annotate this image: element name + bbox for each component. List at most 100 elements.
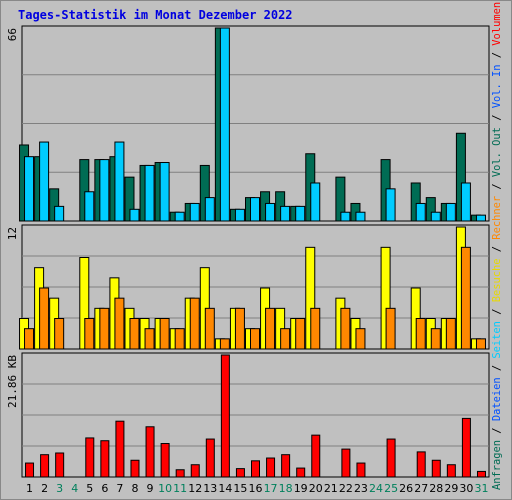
legend-entry: Volumen xyxy=(491,2,503,46)
bar-rechner-3 xyxy=(54,318,65,350)
bar-dateien-18 xyxy=(280,205,291,222)
bar-rechner-5 xyxy=(84,318,95,350)
legend-entry: Vol. Out xyxy=(491,127,503,177)
bar-rechner-1 xyxy=(24,328,35,350)
legend-entry: Rechner xyxy=(491,196,503,240)
bar-dateien-13 xyxy=(204,197,215,222)
legend-entry: / xyxy=(491,46,503,65)
bar-rechner-30 xyxy=(460,246,471,350)
legend-entry: / xyxy=(491,108,503,127)
bar-volumen-13 xyxy=(205,438,215,478)
bar-rechner-29 xyxy=(445,318,456,350)
bar-rechner-28 xyxy=(430,328,441,350)
bar-volumen-30 xyxy=(461,417,471,478)
panel-requests-max-label: 66 xyxy=(6,28,19,41)
bar-volumen-9 xyxy=(145,426,155,478)
bar-dateien-10 xyxy=(159,162,170,222)
bar-volumen-6 xyxy=(100,440,110,478)
legend-entry: Besuche xyxy=(491,258,503,302)
bar-volumen-12 xyxy=(190,464,200,478)
bar-rechner-20 xyxy=(310,307,321,350)
bar-volumen-14 xyxy=(220,354,230,478)
bar-volumen-20 xyxy=(311,434,321,478)
bar-dateien-3 xyxy=(54,205,65,222)
bar-dateien-27 xyxy=(415,202,426,222)
x-tick-label: 3 xyxy=(56,482,63,495)
bar-rechner-19 xyxy=(295,318,306,350)
bar-dateien-7 xyxy=(114,141,125,222)
bar-rechner-27 xyxy=(415,318,426,350)
bar-dateien-20 xyxy=(310,182,321,222)
bar-dateien-5 xyxy=(84,191,95,222)
bar-volumen-3 xyxy=(55,452,65,478)
chart-title: Tages-Statistik im Monat Dezember 2022 xyxy=(18,8,293,22)
bar-dateien-31 xyxy=(475,214,486,222)
x-tick-label: 21 xyxy=(324,482,338,495)
bar-dateien-28 xyxy=(430,211,441,222)
x-tick-label: 15 xyxy=(233,482,247,495)
bar-dateien-15 xyxy=(234,208,245,222)
bar-rechner-14 xyxy=(219,338,230,350)
x-tick-label: 4 xyxy=(71,482,78,495)
bar-dateien-8 xyxy=(129,208,140,222)
x-tick-label: 5 xyxy=(86,482,93,495)
x-tick-label: 6 xyxy=(101,482,108,495)
bar-rechner-31 xyxy=(475,338,486,350)
bar-volumen-7 xyxy=(115,420,125,478)
x-tick-label: 29 xyxy=(444,482,458,495)
x-tick-label: 27 xyxy=(414,482,428,495)
legend-entry: Vol. In xyxy=(491,64,503,108)
bar-dateien-17 xyxy=(265,202,276,222)
bar-volumen-28 xyxy=(431,459,441,478)
bar-volumen-22 xyxy=(341,448,351,478)
bar-dateien-30 xyxy=(460,182,471,222)
bar-dateien-19 xyxy=(295,205,306,222)
x-tick-label: 12 xyxy=(188,482,202,495)
x-tick-label: 11 xyxy=(173,482,187,495)
x-tick-label: 24 xyxy=(369,482,383,495)
bar-rechner-17 xyxy=(265,307,276,350)
legend-entry: / xyxy=(491,177,503,196)
x-tick-label: 25 xyxy=(384,482,398,495)
bar-dateien-23 xyxy=(355,211,366,222)
x-tick-label: 17 xyxy=(264,482,278,495)
bar-volumen-18 xyxy=(281,454,291,478)
bar-dateien-2 xyxy=(39,141,50,222)
x-tick-label: 10 xyxy=(158,482,172,495)
bar-volumen-10 xyxy=(160,443,170,478)
legend-entry: Dateien xyxy=(491,377,503,421)
bar-dateien-9 xyxy=(144,164,155,222)
legend-entry: / xyxy=(491,421,503,440)
x-tick-label: 7 xyxy=(116,482,123,495)
bar-rechner-18 xyxy=(280,328,291,350)
bar-rechner-10 xyxy=(159,318,170,350)
bar-volumen-29 xyxy=(446,464,456,478)
legend-entry: / xyxy=(491,302,503,321)
bar-volumen-19 xyxy=(296,467,306,478)
bar-volumen-25 xyxy=(386,438,396,478)
bar-volumen-17 xyxy=(266,457,276,478)
bar-dateien-29 xyxy=(445,202,456,222)
x-tick-label: 30 xyxy=(459,482,473,495)
x-tick-label: 9 xyxy=(147,482,154,495)
bar-rechner-16 xyxy=(250,328,260,350)
bar-rechner-8 xyxy=(129,318,140,350)
x-tick-label: 28 xyxy=(429,482,443,495)
bar-volumen-2 xyxy=(40,454,50,478)
legend-entry: Seiten xyxy=(491,321,503,359)
x-tick-label: 2 xyxy=(41,482,48,495)
bar-rechner-15 xyxy=(234,307,245,350)
legend-entry: Anfragen xyxy=(491,440,503,490)
bar-rechner-12 xyxy=(189,297,200,350)
bar-volumen-27 xyxy=(416,451,426,478)
bar-dateien-11 xyxy=(174,211,185,222)
x-tick-label: 31 xyxy=(474,482,488,495)
legend-entry: / xyxy=(491,240,503,259)
x-tick-label: 14 xyxy=(218,482,232,495)
x-tick-label: 13 xyxy=(203,482,217,495)
x-tick-label: 19 xyxy=(294,482,308,495)
x-tick-label: 1 xyxy=(26,482,33,495)
bar-rechner-25 xyxy=(385,307,396,350)
bar-rechner-2 xyxy=(39,287,50,350)
